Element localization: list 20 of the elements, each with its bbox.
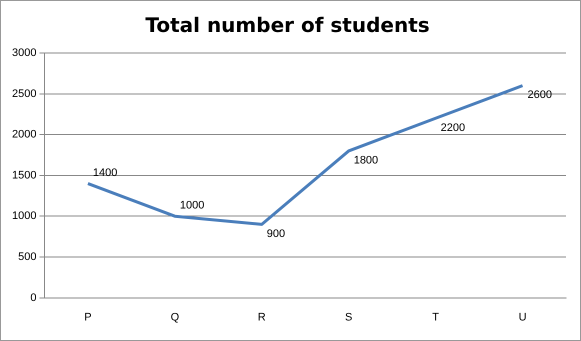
- data-label: 2200: [440, 122, 466, 134]
- chart-title: Total number of students: [145, 13, 430, 38]
- y-tick-label: 2000: [12, 128, 36, 141]
- x-tick-label: R: [258, 311, 266, 324]
- x-tick-label: S: [345, 311, 352, 324]
- y-tick-label: 1000: [12, 210, 36, 222]
- x-tick-label: T: [432, 311, 440, 324]
- y-tick-label: 0: [30, 292, 36, 304]
- data-label: 1800: [354, 154, 378, 166]
- y-tick-label: 1500: [12, 169, 36, 182]
- data-label: 1000: [180, 200, 204, 212]
- data-label: 1400: [92, 167, 118, 180]
- x-tick-label: Q: [170, 311, 180, 324]
- y-tick-label: 500: [18, 251, 36, 264]
- data-label: 2600: [528, 89, 552, 102]
- x-tick-label: P: [84, 311, 92, 324]
- data-label: 900: [266, 228, 286, 240]
- y-tick-label: 3000: [12, 47, 36, 60]
- y-tick-label: 2500: [12, 88, 36, 100]
- x-tick-label: U: [518, 311, 527, 324]
